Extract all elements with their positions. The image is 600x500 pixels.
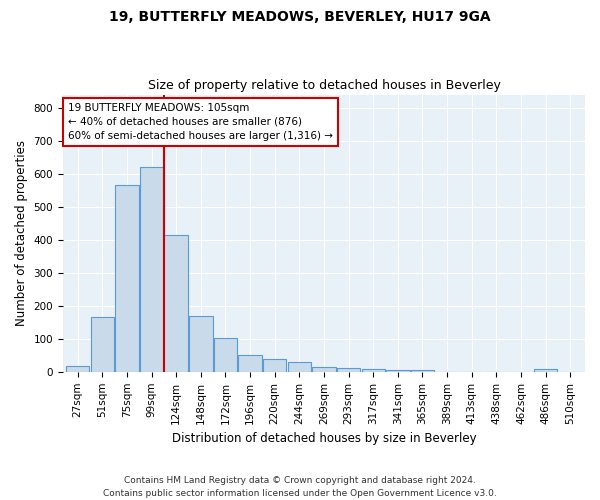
- Bar: [189, 316, 212, 372]
- X-axis label: Distribution of detached houses by size in Beverley: Distribution of detached houses by size …: [172, 432, 476, 445]
- Bar: [312, 367, 335, 372]
- Bar: [91, 318, 114, 372]
- Bar: [214, 338, 237, 372]
- Bar: [238, 354, 262, 372]
- Bar: [115, 186, 139, 372]
- Bar: [337, 368, 360, 372]
- Bar: [411, 370, 434, 372]
- Bar: [386, 370, 410, 372]
- Bar: [362, 369, 385, 372]
- Bar: [534, 369, 557, 372]
- Text: 19 BUTTERFLY MEADOWS: 105sqm
← 40% of detached houses are smaller (876)
60% of s: 19 BUTTERFLY MEADOWS: 105sqm ← 40% of de…: [68, 103, 333, 141]
- Title: Size of property relative to detached houses in Beverley: Size of property relative to detached ho…: [148, 79, 500, 92]
- Bar: [66, 366, 89, 372]
- Bar: [263, 358, 286, 372]
- Text: 19, BUTTERFLY MEADOWS, BEVERLEY, HU17 9GA: 19, BUTTERFLY MEADOWS, BEVERLEY, HU17 9G…: [109, 10, 491, 24]
- Bar: [287, 362, 311, 372]
- Bar: [164, 236, 188, 372]
- Y-axis label: Number of detached properties: Number of detached properties: [15, 140, 28, 326]
- Text: Contains HM Land Registry data © Crown copyright and database right 2024.
Contai: Contains HM Land Registry data © Crown c…: [103, 476, 497, 498]
- Bar: [140, 166, 163, 372]
